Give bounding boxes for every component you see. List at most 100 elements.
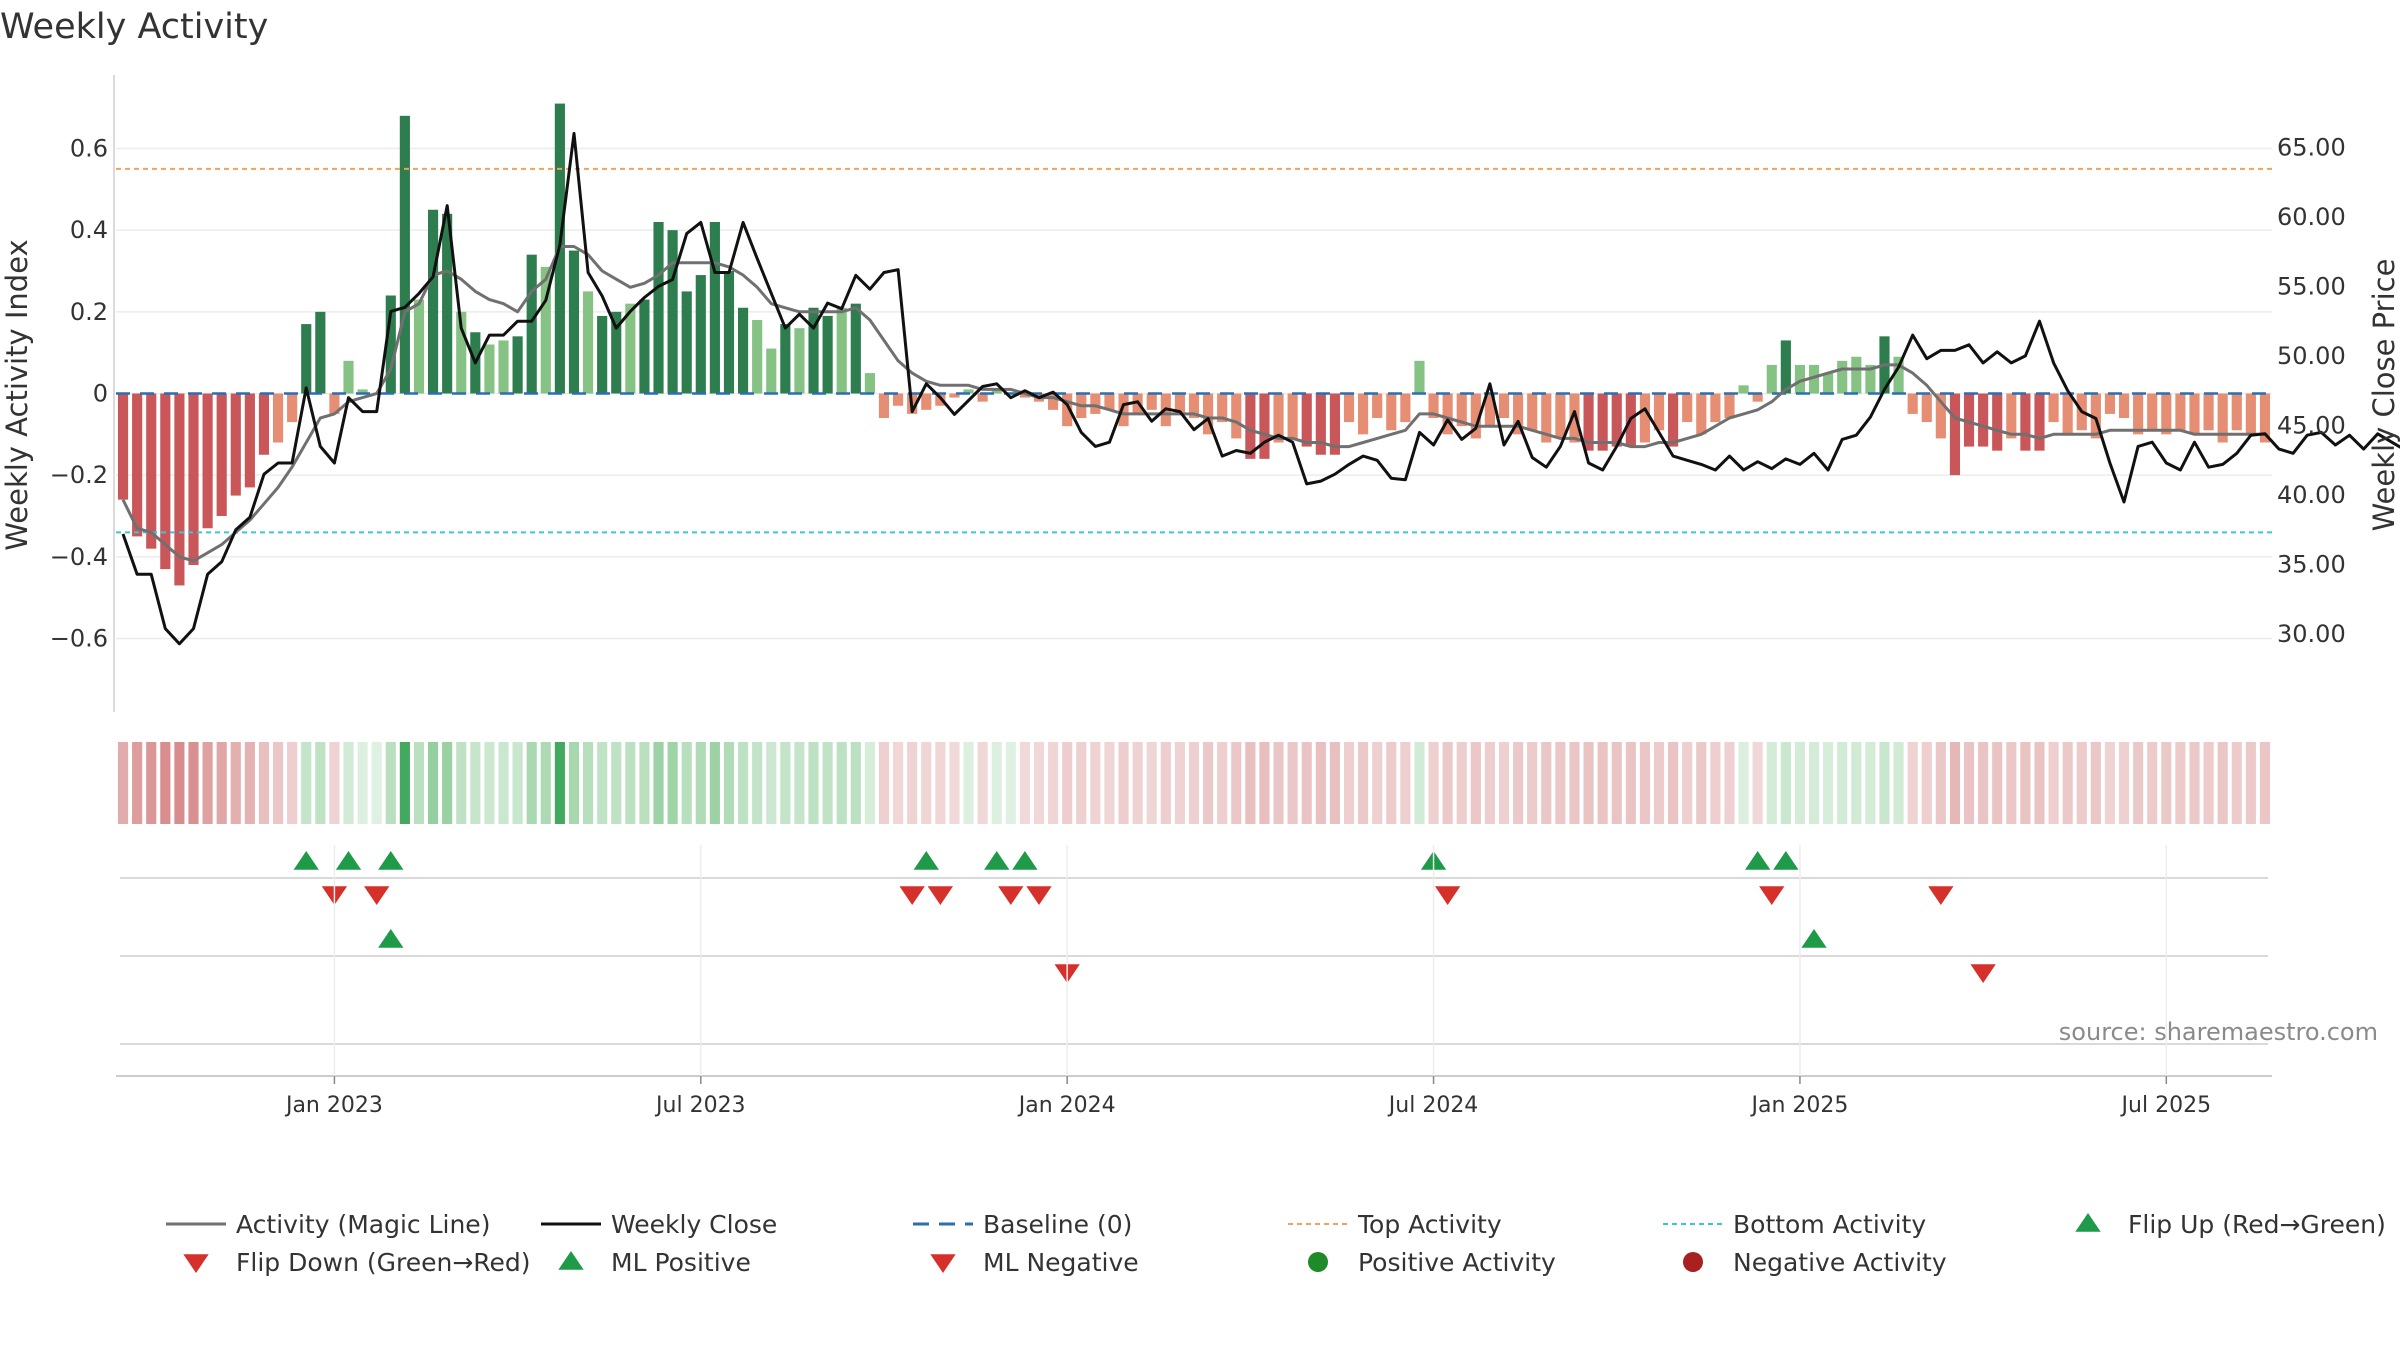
heat-cell <box>1033 742 1045 824</box>
activity-bar <box>1780 340 1791 394</box>
heat-cell <box>1837 742 1848 824</box>
activity-bar <box>1259 393 1270 459</box>
heat-cell <box>1611 742 1622 824</box>
heat-cell <box>1048 742 1059 824</box>
heat-cell <box>1414 742 1425 824</box>
heat-cell <box>1963 742 1975 824</box>
heat-cell <box>1710 742 1721 824</box>
activity-bar <box>484 344 495 394</box>
activity-bar <box>357 389 368 394</box>
activity-bar <box>1639 393 1651 443</box>
heat-cell <box>174 742 185 824</box>
heat-cell <box>1005 742 1016 824</box>
activity-bar <box>2175 393 2186 431</box>
activity-bar <box>2062 393 2073 435</box>
activity-bar <box>1724 393 1735 418</box>
ml-positive-marker <box>378 929 404 948</box>
heat-cell <box>160 742 171 824</box>
activity-bars <box>117 103 2271 586</box>
ml-positive-marker <box>1801 929 1827 948</box>
heat-cell <box>315 742 326 824</box>
activity-bar <box>681 291 692 394</box>
activity-bar <box>766 348 777 394</box>
flip-up-marker <box>1745 851 1771 870</box>
activity-bar <box>1090 393 1101 414</box>
right-tick-label: 65.00 <box>2277 133 2346 161</box>
heat-cell <box>1682 742 1693 824</box>
flip-up-marker <box>1012 851 1038 870</box>
heat-cell <box>1653 742 1665 824</box>
heat-cell <box>413 742 425 824</box>
heat-cell <box>1470 742 1481 824</box>
flip-up-marker <box>378 851 404 870</box>
heat-cell <box>1766 742 1777 824</box>
heat-cell <box>1301 742 1312 824</box>
activity-bar <box>611 311 622 394</box>
heat-cell <box>1893 742 1904 824</box>
right-tick-label: 40.00 <box>2277 481 2346 509</box>
heat-cell <box>188 742 199 824</box>
heat-cell <box>1118 742 1129 824</box>
heat-cell <box>893 742 904 824</box>
legend-label: Bottom Activity <box>1733 1210 1926 1239</box>
heat-cell <box>1569 742 1580 824</box>
activity-bar <box>244 393 255 488</box>
activity-bar <box>1019 393 1030 398</box>
heat-cell <box>427 742 439 824</box>
activity-bar <box>1963 393 1975 447</box>
activity-bar <box>568 250 580 394</box>
heat-cell <box>1879 742 1890 824</box>
activity-bar <box>2090 393 2101 439</box>
heat-cell <box>1329 742 1340 824</box>
heat-cell <box>977 742 988 824</box>
legend-label: Activity (Magic Line) <box>236 1210 490 1239</box>
activity-bar <box>1597 393 1608 451</box>
heat-cell <box>709 742 720 824</box>
series-lines <box>121 131 2400 646</box>
activity-bar <box>1513 393 1524 435</box>
legend: Activity (Magic Line) Weekly Close Baselin… <box>166 1210 2386 1277</box>
heat-cell <box>752 742 763 824</box>
heat-cell <box>1921 742 1932 824</box>
left-axis-label: Weekly Activity Index <box>0 239 34 550</box>
activity-bar <box>864 373 875 394</box>
activity-bar <box>174 393 185 586</box>
heat-cell <box>935 742 946 824</box>
heat-cell <box>1541 742 1552 824</box>
activity-bar <box>653 222 664 394</box>
activity-bar <box>385 295 396 394</box>
activity-bar <box>329 393 340 414</box>
activity-bar <box>1062 393 1073 427</box>
legend-label: Negative Activity <box>1733 1248 1947 1277</box>
activity-bar <box>1794 364 1806 394</box>
heat-cell <box>117 742 129 824</box>
activity-bar <box>1231 393 1242 439</box>
heat-cell <box>2062 742 2073 824</box>
flip-down-marker <box>1434 886 1461 905</box>
activity-bar <box>160 393 171 570</box>
heat-cell <box>1527 742 1538 824</box>
heat-cell <box>1245 742 1256 824</box>
flip-down-marker <box>899 886 925 905</box>
heat-cell <box>1273 742 1284 824</box>
x-tick-label: Jul 2023 <box>654 1093 746 1118</box>
heat-cell <box>1315 742 1326 824</box>
activity-bar <box>2020 393 2031 451</box>
activity-bar <box>1668 393 1679 447</box>
heat-cell <box>1780 742 1791 824</box>
activity-bar <box>427 209 439 394</box>
activity-bar <box>1456 393 1467 427</box>
heat-cell <box>850 742 861 824</box>
heat-cell <box>949 742 960 824</box>
heat-cell <box>287 742 298 824</box>
heat-cell <box>2203 742 2214 824</box>
activity-bar <box>188 393 199 565</box>
activity-bar <box>1372 393 1383 418</box>
x-tick-label: Jan 2023 <box>284 1093 383 1118</box>
heat-cell <box>2034 742 2045 824</box>
left-tick-label: 0.6 <box>70 135 108 163</box>
legend-label: Weekly Close <box>611 1210 777 1239</box>
heat-cell <box>1639 742 1651 824</box>
right-tick-label: 45.00 <box>2277 411 2346 439</box>
activity-bar <box>216 393 227 516</box>
